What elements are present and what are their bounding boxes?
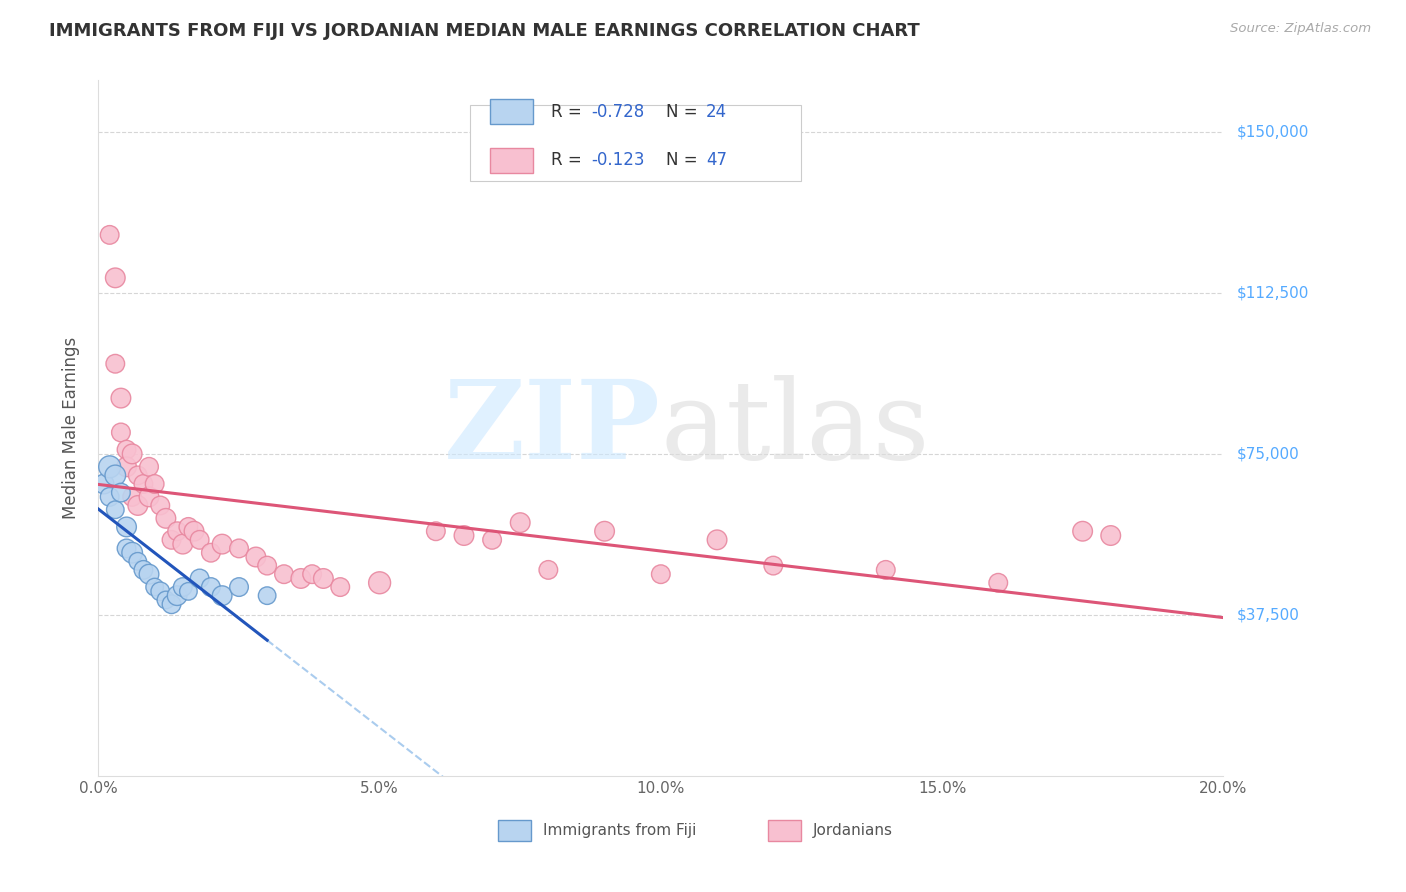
Text: Jordanians: Jordanians (813, 822, 893, 838)
Point (509, 516, 531, 530)
Point (593, 524, 616, 539)
Text: $75,000: $75,000 (1237, 446, 1301, 461)
Point (104, 468, 127, 483)
Point (481, 533, 503, 547)
Point (166, 589, 188, 603)
Point (149, 584, 172, 599)
Point (453, 528, 475, 542)
Point (256, 558, 278, 573)
Point (121, 546, 143, 560)
Y-axis label: Median Male Earnings: Median Male Earnings (62, 337, 80, 519)
Point (98, 490, 121, 504)
Point (143, 477, 166, 491)
Text: 47: 47 (706, 152, 727, 169)
Point (121, 447, 143, 461)
Point (273, 567, 295, 582)
Point (166, 524, 188, 539)
Bar (768, 820, 801, 841)
Point (200, 580, 222, 594)
Point (138, 490, 160, 504)
Point (183, 524, 205, 539)
Point (127, 468, 149, 483)
Point (875, 563, 897, 577)
Point (706, 533, 728, 547)
Point (301, 567, 323, 582)
Point (160, 533, 183, 547)
Text: R =: R = (551, 152, 586, 169)
Text: IMMIGRANTS FROM FIJI VS JORDANIAN MEDIAN MALE EARNINGS CORRELATION CHART: IMMIGRANTS FROM FIJI VS JORDANIAN MEDIAN… (49, 22, 920, 40)
Point (104, 270, 127, 285)
Point (110, 425, 132, 440)
Point (104, 502, 127, 516)
Text: atlas: atlas (661, 375, 931, 482)
Point (110, 391, 132, 405)
Point (172, 537, 194, 551)
Point (650, 567, 672, 582)
Point (104, 357, 127, 371)
Point (127, 499, 149, 513)
Point (155, 593, 177, 607)
Text: R =: R = (551, 103, 586, 120)
Text: $37,500: $37,500 (1237, 607, 1301, 623)
Point (98, 459, 121, 474)
Bar (489, 99, 533, 124)
Point (115, 541, 138, 556)
Point (127, 554, 149, 568)
Point (256, 589, 278, 603)
Point (368, 575, 391, 590)
Point (200, 546, 222, 560)
Point (138, 459, 160, 474)
Point (110, 485, 132, 500)
Point (312, 572, 335, 586)
Text: Source: ZipAtlas.com: Source: ZipAtlas.com (1230, 22, 1371, 36)
Text: $150,000: $150,000 (1237, 124, 1309, 139)
Point (425, 524, 447, 539)
Point (762, 558, 785, 573)
Point (98, 227, 121, 242)
Point (160, 597, 183, 611)
Point (211, 537, 233, 551)
Point (188, 572, 211, 586)
Point (132, 563, 155, 577)
Point (155, 511, 177, 525)
Bar (489, 148, 533, 173)
Point (228, 580, 250, 594)
Text: -0.728: -0.728 (591, 103, 644, 120)
Point (172, 580, 194, 594)
Point (188, 533, 211, 547)
Text: N =: N = (666, 103, 703, 120)
Point (115, 520, 138, 534)
Point (245, 549, 267, 564)
Text: ZIP: ZIP (444, 375, 661, 482)
Point (132, 477, 155, 491)
Text: 24: 24 (706, 103, 727, 120)
Text: $112,500: $112,500 (1237, 285, 1309, 301)
Point (228, 541, 250, 556)
Text: Immigrants from Fiji: Immigrants from Fiji (543, 822, 696, 838)
Point (1071, 524, 1094, 539)
Point (121, 490, 143, 504)
Point (329, 580, 352, 594)
Point (93, 477, 115, 491)
Point (290, 572, 312, 586)
Point (143, 580, 166, 594)
Bar (498, 820, 531, 841)
Point (177, 584, 200, 599)
Point (149, 499, 172, 513)
FancyBboxPatch shape (470, 104, 801, 181)
Point (177, 520, 200, 534)
Point (987, 575, 1010, 590)
Point (115, 442, 138, 457)
Text: -0.123: -0.123 (591, 152, 644, 169)
Text: N =: N = (666, 152, 703, 169)
Point (115, 459, 138, 474)
Point (1099, 528, 1122, 542)
Point (211, 589, 233, 603)
Point (537, 563, 560, 577)
Point (138, 567, 160, 582)
